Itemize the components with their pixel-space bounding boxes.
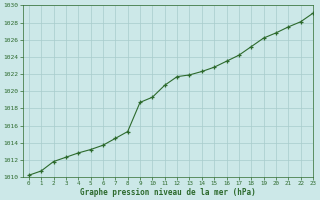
X-axis label: Graphe pression niveau de la mer (hPa): Graphe pression niveau de la mer (hPa)	[80, 188, 256, 197]
